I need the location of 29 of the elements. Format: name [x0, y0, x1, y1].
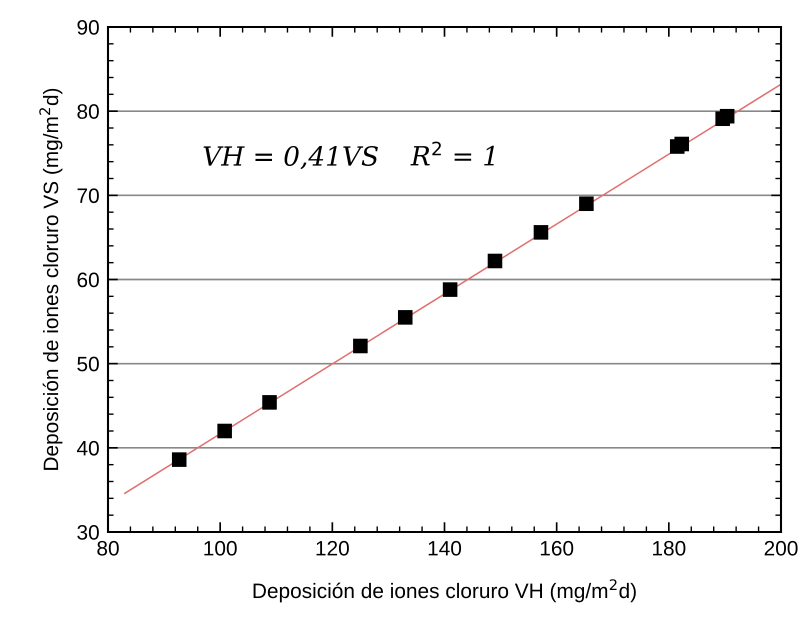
- point: [579, 196, 594, 212]
- y-axis-title: Deposición de iones cloruro VS (mg/m$^{2}$d): [39, 88, 62, 470]
- y-tick-label: 60: [78, 272, 99, 288]
- y-tick-label: 70: [78, 188, 99, 204]
- x-axis-title: Deposición de iones cloruro VH (mg/m$^{2}$d): [254, 579, 636, 602]
- y-tick-label: 90: [77, 20, 99, 35]
- x-tick-label: 200: [764, 540, 798, 556]
- y-tick-label: 80: [77, 104, 99, 119]
- point: [674, 136, 690, 152]
- annotation: VH = 0,41VS: [204, 146, 378, 170]
- y-tick-label: 40: [76, 440, 99, 456]
- y-tick-label: 50: [77, 356, 99, 372]
- point: [442, 282, 458, 297]
- point: [534, 225, 548, 240]
- y-tick-label: 30: [77, 525, 99, 540]
- point: [172, 452, 187, 467]
- x-tick-label: 80: [97, 540, 119, 556]
- x-tick-label: 160: [540, 540, 574, 556]
- x-tick-label: 140: [428, 540, 462, 556]
- x-tick-label: 100: [204, 540, 237, 556]
- point: [217, 424, 232, 438]
- point: [398, 310, 413, 325]
- point: [353, 338, 368, 354]
- point: [262, 395, 277, 410]
- point: [488, 254, 502, 268]
- x-tick-label: 180: [653, 540, 686, 556]
- point: [720, 108, 734, 124]
- x-tick-label: 120: [316, 540, 349, 556]
- annotation: R$^{2}$ = 1: [410, 142, 494, 166]
